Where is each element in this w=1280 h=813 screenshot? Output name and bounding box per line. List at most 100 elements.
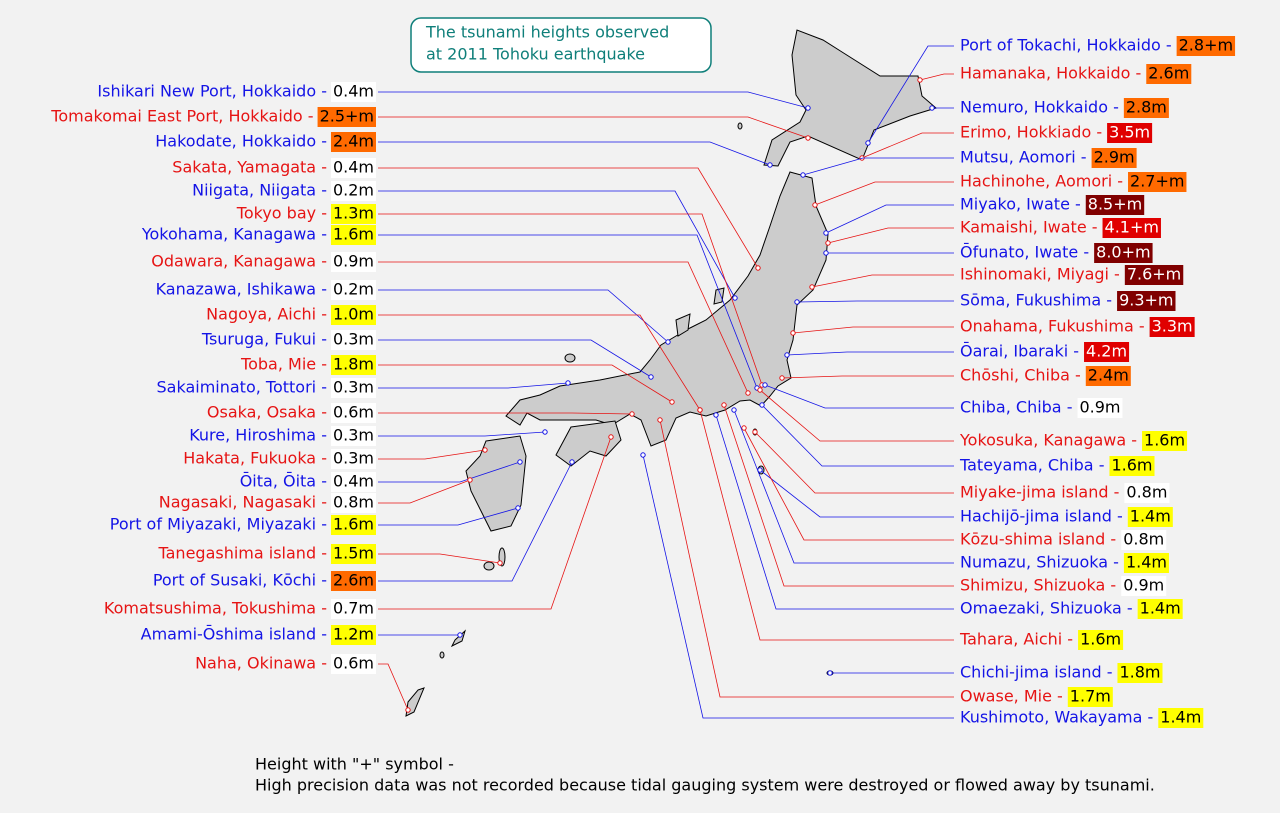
station: 1.6m Tateyama, Chiba - — [959, 456, 1155, 476]
station-point — [823, 250, 829, 256]
height-badge — [1094, 243, 1153, 263]
leader-line — [723, 404, 954, 587]
leader-line — [378, 314, 701, 411]
leader-line — [786, 351, 954, 356]
height-badge — [1158, 708, 1204, 728]
station-point — [542, 429, 548, 435]
station: 3.3m Onahama, Fukushima - — [960, 317, 1195, 337]
station-point — [713, 412, 719, 418]
leader-line — [802, 157, 954, 176]
note-line: High precision data was not recorded bec… — [255, 776, 1155, 795]
height-label: 9.3+m — [1119, 291, 1173, 310]
leader-line — [378, 213, 763, 386]
station: 0.8m Nagasaki, Nagasaki - — [159, 493, 376, 513]
station-name: Niigata, Niigata - — [192, 181, 327, 200]
station-point — [929, 105, 935, 111]
height-label: 1.5m — [333, 544, 374, 563]
station-point — [823, 230, 829, 236]
station: 2.5+m Tomakomai East Port, Hokkaido - — [50, 107, 376, 127]
station: 0.3m Hakata, Fukuoka - — [183, 449, 376, 469]
station: 1.7m Owase, Mie - — [960, 687, 1113, 707]
station-point — [755, 265, 761, 271]
leader-line — [378, 461, 521, 483]
height-badge — [330, 599, 376, 619]
height-badge — [1121, 576, 1167, 596]
height-label: 2.9m — [1094, 148, 1135, 167]
leader-line — [378, 412, 633, 415]
height-badge — [330, 132, 376, 152]
height-label: 0.8m — [333, 493, 374, 512]
station: 0.4m Ōita, Ōita - — [240, 472, 376, 492]
height-label: 1.4m — [1126, 553, 1167, 572]
station-point — [757, 387, 763, 393]
height-badge — [1176, 36, 1236, 56]
station: 1.6m Yokosuka, Kanagawa - — [959, 431, 1188, 451]
height-badge — [1085, 195, 1145, 215]
station-name: Ōita, Ōita - — [240, 472, 327, 491]
station: 1.8m Chichi-jima island - — [960, 663, 1163, 683]
leader-line — [759, 389, 954, 442]
leader-line — [378, 382, 569, 389]
station: 2.4m Hakodate, Hokkaido - — [155, 132, 376, 152]
height-label: 4.2m — [1086, 342, 1127, 361]
height-label: 7.6+m — [1127, 265, 1181, 284]
leader-line — [811, 274, 954, 288]
height-label: 0.3m — [333, 330, 374, 349]
height-badge — [330, 426, 376, 446]
height-badge — [330, 330, 376, 350]
station-point — [669, 399, 675, 405]
station-name: Hachijō-jima island - — [960, 507, 1123, 526]
station: 1.4m Omaezaki, Shizuoka - — [960, 599, 1183, 619]
height-badge — [330, 225, 376, 245]
height-label: 1.7m — [1070, 687, 1111, 706]
station-name: Shimizu, Shizuoka - — [960, 576, 1116, 595]
leader-line — [743, 427, 954, 541]
height-label: 0.9m — [1079, 398, 1120, 417]
leader-line — [699, 409, 954, 641]
station-name: Omaezaki, Shizuoka - — [960, 599, 1133, 618]
height-badge — [330, 181, 376, 201]
leader-line — [759, 469, 954, 518]
height-badge — [1128, 172, 1187, 192]
height-badge — [330, 82, 376, 102]
leader-line — [378, 141, 771, 166]
height-badge — [1121, 530, 1167, 550]
station-name: Ōfunato, Iwate - — [960, 243, 1089, 262]
leader-line — [378, 479, 471, 504]
station: 9.3+m Sōma, Fukushima - — [960, 291, 1176, 311]
height-label: 1.2m — [333, 625, 374, 644]
height-label: 0.8m — [1126, 483, 1167, 502]
station: 1.8m Toba, Mie - — [240, 355, 376, 375]
height-badge — [1123, 553, 1169, 573]
station: 0.8m Kōzu-shima island - — [960, 530, 1167, 550]
height-badge — [330, 403, 376, 423]
height-badge — [330, 158, 376, 178]
height-badge — [330, 654, 376, 674]
height-label: 0.6m — [333, 403, 374, 422]
station-name: Hachinohe, Aomori - — [960, 172, 1123, 191]
height-label: 2.5+m — [320, 107, 374, 126]
leader-line — [378, 116, 809, 139]
title-line: at 2011 Tohoku earthquake — [426, 45, 645, 64]
station-name: Nagasaki, Nagasaki - — [159, 493, 327, 512]
station-point — [565, 380, 571, 386]
height-label: 2.4m — [333, 132, 374, 151]
height-badge — [1085, 366, 1131, 386]
leader-line — [761, 404, 954, 467]
station-point — [731, 407, 737, 413]
station-name: Amami-Ōshima island - — [141, 625, 327, 644]
height-label: 1.3m — [333, 204, 374, 223]
height-label: 3.5m — [1109, 123, 1150, 142]
station-point — [759, 402, 765, 408]
station-point — [917, 77, 923, 83]
station: 2.7+m Hachinohe, Aomori - — [960, 172, 1187, 192]
height-label: 2.4m — [1088, 366, 1129, 385]
height-badge — [330, 625, 376, 645]
height-label: 0.4m — [333, 158, 374, 177]
station-name: Tomakomai East Port, Hokkaido - — [50, 107, 313, 126]
sado — [713, 287, 725, 305]
leader-line — [867, 45, 954, 144]
station: 0.7m Komatsushima, Tokushima - — [104, 599, 376, 619]
leader-line — [378, 289, 669, 343]
station-point — [657, 417, 663, 423]
